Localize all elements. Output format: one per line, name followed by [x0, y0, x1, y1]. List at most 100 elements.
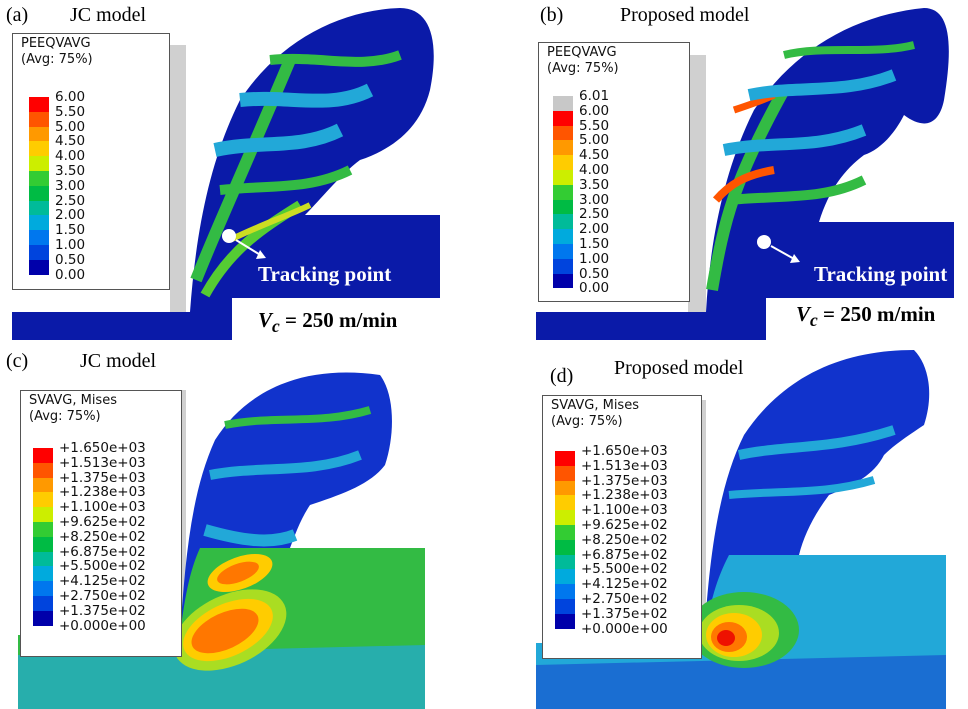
- contour-plot-c: [18, 372, 425, 709]
- legend-swatch: [555, 613, 575, 629]
- legend-value: +1.650e+03: [581, 443, 668, 459]
- legend-value: +8.250e+02: [581, 531, 668, 548]
- legend-swatch: [29, 97, 49, 112]
- cutting-speed-label-a: Vc = 250 m/min: [258, 308, 398, 337]
- legend-value: +9.625e+02: [581, 517, 668, 533]
- legend-swatch: [29, 230, 49, 245]
- legend-swatch: [555, 599, 575, 614]
- legend-swatch: [553, 244, 573, 259]
- legend-value: +6.875e+02: [59, 543, 146, 560]
- legend-value: 6.01: [579, 88, 610, 104]
- panel-c: (c) JC model SVAVG, Mises (Avg: 75%) +1.…: [0, 345, 480, 709]
- legend-swatch: [555, 525, 575, 540]
- legend-swatch: [29, 141, 49, 157]
- legend-value: 3.00: [579, 191, 610, 208]
- legend-value: 4.50: [55, 133, 86, 150]
- contour-plot-b: [536, 8, 966, 340]
- legend-swatch: [33, 522, 53, 537]
- legend-title-a: PEEQVAVG: [21, 36, 91, 51]
- legend-value: +4.125e+02: [581, 576, 668, 593]
- legend-value: +9.625e+02: [59, 514, 146, 530]
- legend-b: PEEQVAVG (Avg: 75%) 6.01 6.00 5.50 5.00 4.50…: [538, 42, 690, 302]
- legend-swatch: [553, 155, 573, 170]
- legend-value: 1.50: [55, 222, 86, 239]
- legend-subtitle-d: (Avg: 75%): [551, 414, 623, 429]
- legend-value: +1.375e+02: [59, 602, 146, 619]
- legend-value: +1.375e+03: [581, 472, 668, 489]
- legend-value: +1.100e+03: [59, 499, 146, 516]
- legend-value: +1.375e+03: [59, 469, 146, 486]
- panel-title-c: JC model: [80, 350, 157, 372]
- legend-a: PEEQVAVG (Avg: 75%) 6.00 5.50 5.00 4.50 4.00…: [12, 33, 170, 290]
- legend-title-b: PEEQVAVG: [547, 45, 617, 60]
- legend-swatch: [555, 465, 575, 481]
- legend-swatch: [555, 539, 575, 555]
- legend-c: SVAVG, Mises (Avg: 75%) +1.650e+03 +1.513…: [20, 390, 182, 657]
- legend-value: 0.50: [579, 265, 610, 282]
- legend-value: 6.00: [55, 89, 86, 105]
- contour-plot-d: [536, 350, 946, 709]
- legend-value: 1.50: [579, 236, 610, 252]
- legend-swatch: [33, 507, 53, 522]
- legend-value: 4.50: [579, 147, 610, 164]
- legend-value: 0.00: [579, 280, 610, 297]
- legend-swatch: [29, 245, 49, 260]
- panel-d: (d) Proposed model SVAVG, Mises (Avg: 75…: [484, 345, 968, 709]
- legend-value: 3.50: [579, 176, 610, 193]
- legend-swatch: [33, 596, 53, 611]
- legend-swatch: [553, 125, 573, 141]
- legend-swatch: [33, 581, 53, 596]
- legend-value: 2.00: [55, 207, 86, 224]
- legend-swatch: [29, 200, 49, 216]
- legend-swatch: [29, 215, 49, 231]
- legend-swatch: [555, 451, 575, 466]
- legend-value: 3.50: [55, 163, 86, 179]
- legend-d: SVAVG, Mises (Avg: 75%) +1.650e+03 +1.513…: [542, 395, 702, 659]
- legend-value: +1.375e+02: [581, 605, 668, 622]
- legend-value: 5.00: [55, 118, 86, 135]
- legend-swatch: [553, 214, 573, 230]
- legend-value: 5.00: [579, 132, 610, 149]
- contour-plot-a: [12, 8, 442, 340]
- legend-value: +0.000e+00: [59, 617, 146, 634]
- legend-swatch: [29, 171, 49, 186]
- cutting-speed-label-b: Vc = 250 m/min: [796, 302, 936, 331]
- legend-swatch: [555, 495, 575, 511]
- legend-swatch: [553, 258, 573, 274]
- legend-swatch: [553, 184, 573, 200]
- legend-subtitle-c: (Avg: 75%): [29, 409, 101, 424]
- panel-label-a: (a): [6, 4, 29, 26]
- legend-swatch: [33, 536, 53, 552]
- tracking-point-label-a: Tracking point: [258, 262, 392, 286]
- legend-value: +1.650e+03: [59, 440, 146, 456]
- legend-swatch: [555, 554, 575, 570]
- legend-swatch: [33, 610, 53, 626]
- legend-value: +4.125e+02: [59, 573, 146, 590]
- panel-a: (a) JC model PEEQVAVG (Avg: 75%) 6.00 5.5…: [0, 0, 480, 345]
- legend-value: 4.00: [55, 148, 86, 165]
- legend-swatch: [33, 448, 53, 463]
- legend-value: 2.50: [55, 192, 86, 209]
- legend-value: +8.250e+02: [59, 528, 146, 545]
- legend-value: 2.50: [579, 206, 610, 223]
- legend-swatch: [555, 480, 575, 496]
- legend-swatch: [33, 477, 53, 493]
- legend-swatch: [33, 551, 53, 567]
- legend-value: 1.00: [579, 250, 610, 267]
- legend-value: +1.513e+03: [59, 454, 146, 471]
- legend-value: +5.500e+02: [581, 561, 668, 578]
- panel-title-d: Proposed model: [614, 357, 744, 379]
- legend-value: 0.50: [55, 251, 86, 268]
- legend-value: 6.00: [579, 102, 610, 119]
- legend-swatch: [553, 140, 573, 156]
- panel-title-a: JC model: [70, 4, 147, 26]
- panel-label-c: (c): [6, 350, 29, 372]
- legend-title-c: SVAVG, Mises: [29, 393, 117, 408]
- legend-value: 0.00: [55, 266, 86, 283]
- legend-swatch: [555, 584, 575, 599]
- panel-label-b: (b): [540, 4, 564, 26]
- legend-value: +0.000e+00: [581, 620, 668, 637]
- legend-swatch: [29, 111, 49, 127]
- legend-value: +6.875e+02: [581, 546, 668, 563]
- legend-value: +1.238e+03: [581, 487, 668, 504]
